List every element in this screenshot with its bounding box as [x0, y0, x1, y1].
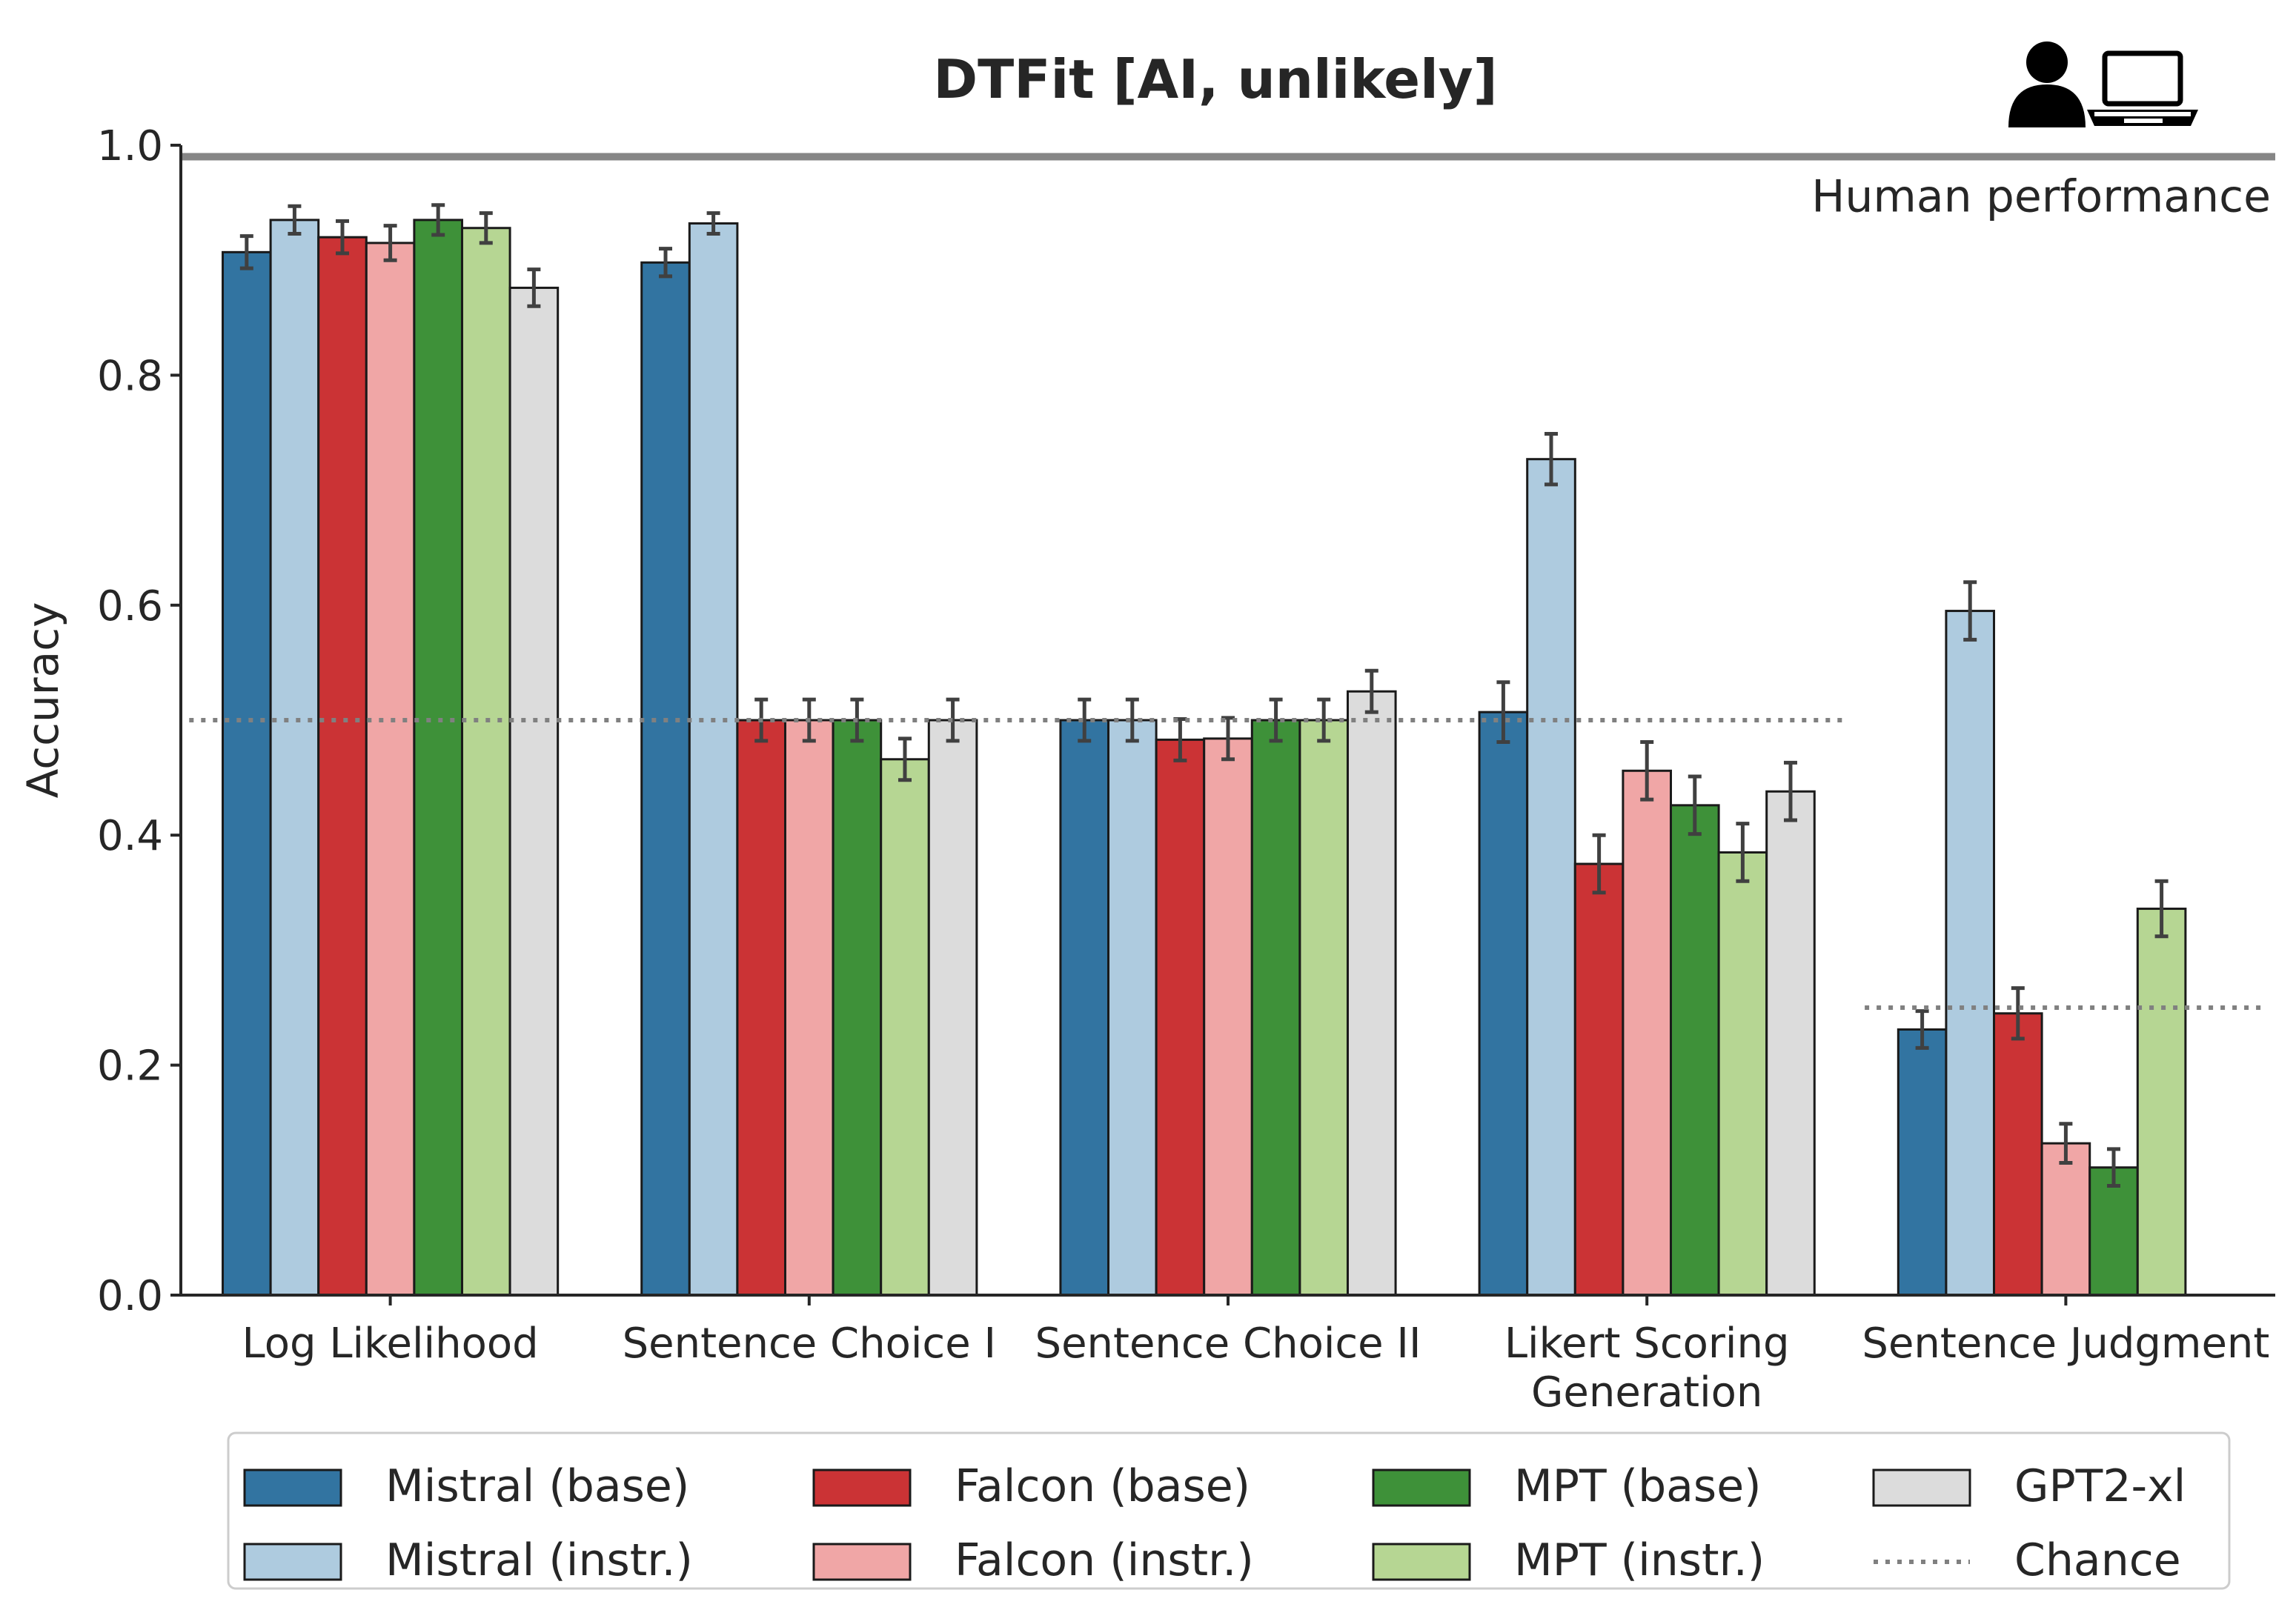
- bar-4-3: [1669, 804, 1720, 1297]
- bar-3-3: [1622, 769, 1672, 1297]
- bar-1-3: [1526, 458, 1576, 1297]
- legend-swatch-3: [812, 1543, 912, 1581]
- bar-5-1: [880, 758, 930, 1297]
- person-and-laptop-icon: [2008, 41, 2198, 127]
- bar-3-0: [365, 242, 416, 1297]
- bar-2-0: [317, 236, 368, 1297]
- bar-5-2: [1298, 719, 1349, 1297]
- legend-swatch-2: [812, 1468, 912, 1507]
- y-tick-label-4: 0.8: [97, 352, 163, 400]
- bar-4-0: [413, 219, 463, 1297]
- bar-2-1: [736, 719, 787, 1297]
- bar-2-3: [1573, 862, 1625, 1297]
- legend-swatch-1: [243, 1543, 342, 1581]
- legend-swatch-6: [1872, 1468, 1971, 1507]
- legend-label-6: GPT2-xl: [2014, 1460, 2186, 1512]
- bar-3-1: [784, 719, 835, 1297]
- bar-6-0: [508, 286, 560, 1297]
- legend-label-0: Mistral (base): [385, 1460, 689, 1512]
- bar-5-3: [1717, 851, 1768, 1297]
- bar-0-1: [640, 261, 691, 1297]
- bar-6-1: [927, 719, 978, 1297]
- bar-4-1: [832, 719, 883, 1297]
- bar-0-2: [1059, 719, 1110, 1297]
- bar-1-1: [688, 222, 739, 1297]
- bar-5-4: [2136, 908, 2187, 1297]
- x-tick-label-2-0: Sentence Choice II: [1035, 1320, 1421, 1368]
- legend-label-2: Falcon (base): [955, 1460, 1250, 1512]
- y-tick-label-0: 0.0: [97, 1272, 163, 1320]
- bar-4-2: [1250, 719, 1301, 1297]
- y-tick-label-1: 0.2: [97, 1042, 163, 1091]
- x-tick-label-3-0: Likert Scoring: [1504, 1320, 1790, 1368]
- legend-swatch-5: [1372, 1543, 1471, 1581]
- y-axis-label: Accuracy: [18, 602, 68, 799]
- legend-label-1: Mistral (instr.): [385, 1534, 693, 1586]
- x-tick-label-0-0: Log Likelihood: [242, 1320, 539, 1368]
- legend-label-3: Falcon (instr.): [955, 1534, 1254, 1586]
- y-tick-label-2: 0.4: [97, 812, 163, 860]
- x-tick-label-4-0: Sentence Judgment: [1862, 1320, 2269, 1368]
- x-tick-label-1-0: Sentence Choice I: [623, 1320, 996, 1368]
- legend-label-4: MPT (base): [1514, 1460, 1762, 1512]
- bar-6-2: [1346, 690, 1397, 1297]
- legend-swatch-4: [1372, 1468, 1471, 1507]
- bar-3-2: [1203, 737, 1253, 1297]
- x-tick-label-3-1: Generation: [1531, 1368, 1762, 1417]
- legend-box: [227, 1431, 2231, 1590]
- bar-1-0: [269, 219, 320, 1297]
- bar-5-0: [460, 227, 511, 1297]
- bar-1-4: [1945, 610, 1996, 1297]
- bar-0-0: [222, 250, 272, 1297]
- bar-0-4: [1897, 1028, 1948, 1297]
- legend-swatch-0: [243, 1468, 342, 1507]
- human-performance-label: Human performance: [1811, 171, 2271, 223]
- bar-6-3: [1765, 790, 1816, 1297]
- bar-2-4: [1993, 1012, 2043, 1297]
- bar-0-3: [1478, 711, 1529, 1297]
- y-tick-label-5: 1.0: [97, 122, 163, 170]
- bar-2-2: [1155, 738, 1206, 1297]
- y-tick-label-3: 0.6: [97, 582, 163, 631]
- chart-title: DTFit [AI, unlikely]: [933, 48, 1497, 110]
- bar-3-4: [2040, 1142, 2091, 1297]
- legend-label-5: MPT (instr.): [1514, 1534, 1765, 1586]
- bar-1-2: [1107, 719, 1158, 1297]
- legend-label-7: Chance: [2014, 1534, 2181, 1586]
